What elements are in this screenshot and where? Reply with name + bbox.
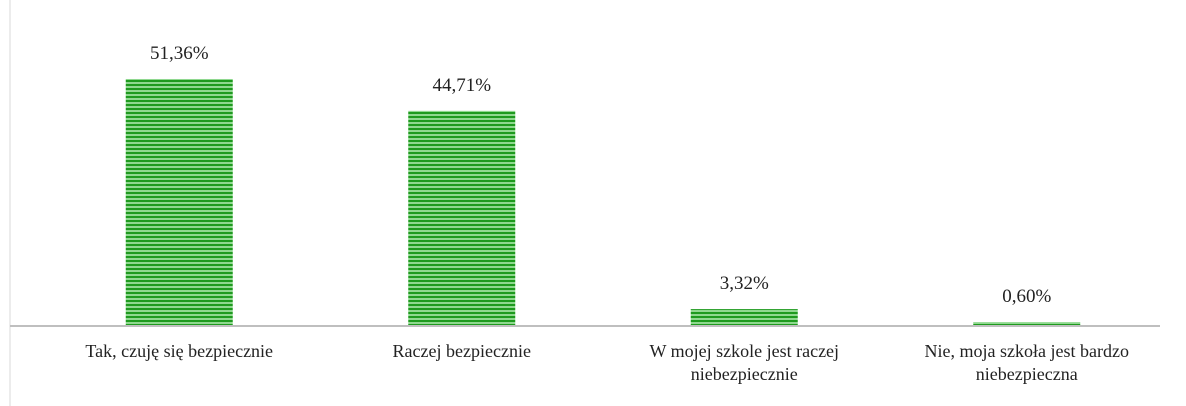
x-tick-label: Nie, moja szkoła jest bardzo niebezpiecz… xyxy=(924,341,1129,384)
value-label: 44,71% xyxy=(432,75,491,96)
value-label: 0,60% xyxy=(1002,286,1051,307)
bar xyxy=(408,110,516,325)
bar xyxy=(125,78,233,326)
value-label: 3,32% xyxy=(720,273,769,294)
x-tick-label: Raczej bezpiecznie xyxy=(392,341,531,361)
bar xyxy=(973,322,1081,325)
x-tick-label: Tak, czuję się bezpiecznie xyxy=(85,341,274,361)
bar xyxy=(690,309,798,325)
value-label: 51,36% xyxy=(150,43,209,64)
x-tick-label: W mojej szkole jest raczej niebezpieczni… xyxy=(649,341,840,384)
